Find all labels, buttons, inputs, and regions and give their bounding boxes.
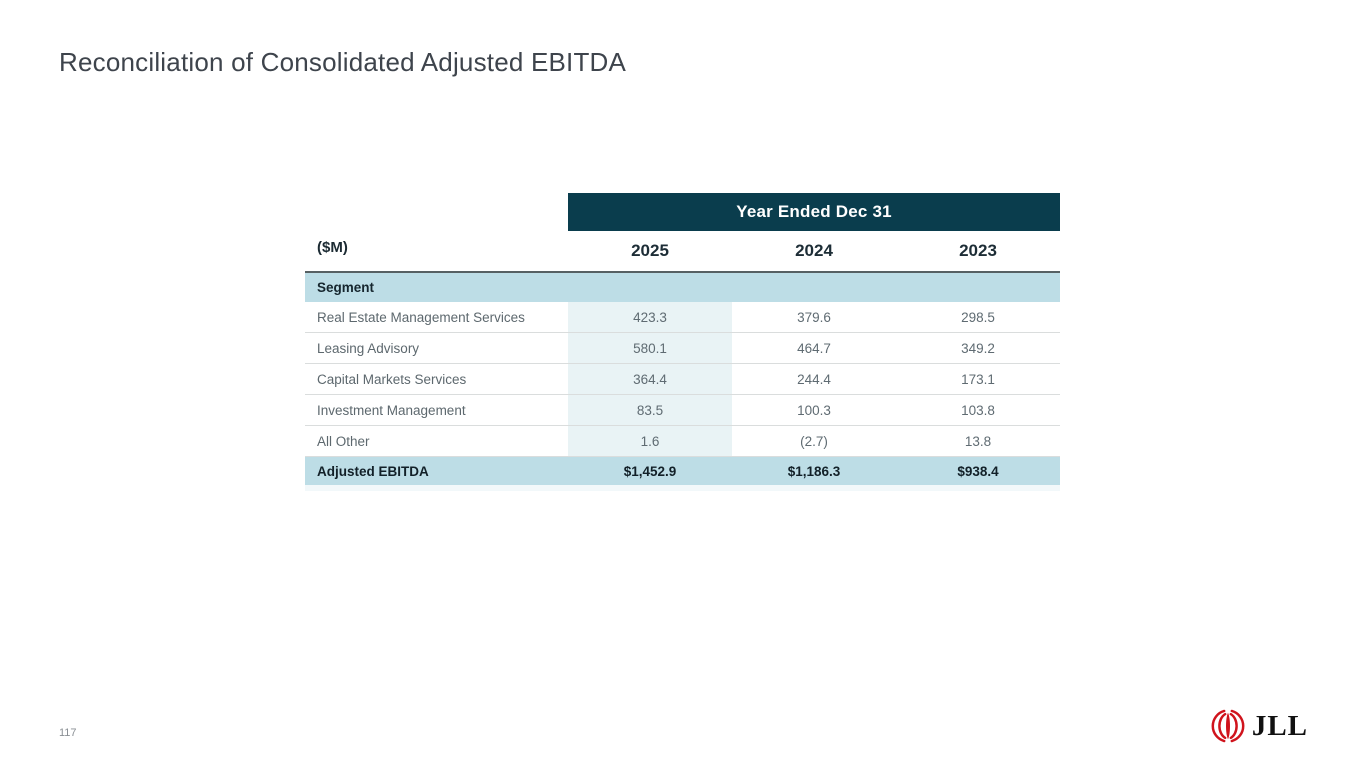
year-header-row: ($M) 2025 2024 2023 [305,231,1060,271]
cell-2023: 103.8 [961,402,995,418]
jll-globe-icon [1211,709,1245,743]
total-label: Adjusted EBITDA [317,463,429,479]
jll-logo-text: JLL [1251,709,1308,742]
row-label: Capital Markets Services [317,371,467,387]
total-row: Adjusted EBITDA $1,452.9 $1,186.3 $938.4 [305,457,1060,485]
total-2024: $1,186.3 [787,463,841,479]
row-label: Leasing Advisory [317,340,420,356]
table-row: Leasing Advisory 580.1 464.7 349.2 [305,333,1060,364]
year-header-2023: 2023 [959,241,997,260]
page-title: Reconciliation of Consolidated Adjusted … [59,47,627,77]
table-spanner-row: Year Ended Dec 31 [305,193,1060,231]
section-header-label: Segment [317,280,375,295]
cell-2024: 100.3 [797,402,831,418]
cell-2024: (2.7) [800,433,828,449]
cell-2024: 379.6 [797,309,831,325]
total-2025: $1,452.9 [623,463,677,479]
table-row: Real Estate Management Services 423.3 37… [305,302,1060,333]
year-header-2025: 2025 [631,241,669,260]
year-header-2024: 2024 [795,241,833,260]
table-row: Capital Markets Services 364.4 244.4 173… [305,364,1060,395]
page-number: 117 [59,727,77,739]
cell-2025: 83.5 [568,395,732,425]
table-row: All Other 1.6 (2.7) 13.8 [305,426,1060,457]
row-label: Real Estate Management Services [317,309,525,325]
cell-2025: 1.6 [568,426,732,456]
cell-2023: 349.2 [961,340,995,356]
cell-2025: 580.1 [568,333,732,363]
cell-2025: 364.4 [568,364,732,394]
table-bottom-shadow [305,485,1060,491]
row-label: Investment Management [317,402,466,418]
cell-2024: 244.4 [797,371,831,387]
year-ended-header: Year Ended Dec 31 [568,193,1060,231]
cell-2025: 423.3 [568,302,732,332]
cell-2023: 13.8 [964,433,992,449]
ebitda-reconciliation-table: Year Ended Dec 31 ($M) 2025 2024 2023 Se… [305,193,1060,491]
cell-2023: 173.1 [961,371,995,387]
jll-logo: JLL [1209,707,1308,745]
row-label: All Other [317,433,370,449]
total-2023: $938.4 [957,463,999,479]
table-row: Investment Management 83.5 100.3 103.8 [305,395,1060,426]
cell-2024: 464.7 [797,340,831,356]
cell-2023: 298.5 [961,309,995,325]
section-header-row: Segment [305,271,1060,302]
unit-label: ($M) [317,239,348,256]
